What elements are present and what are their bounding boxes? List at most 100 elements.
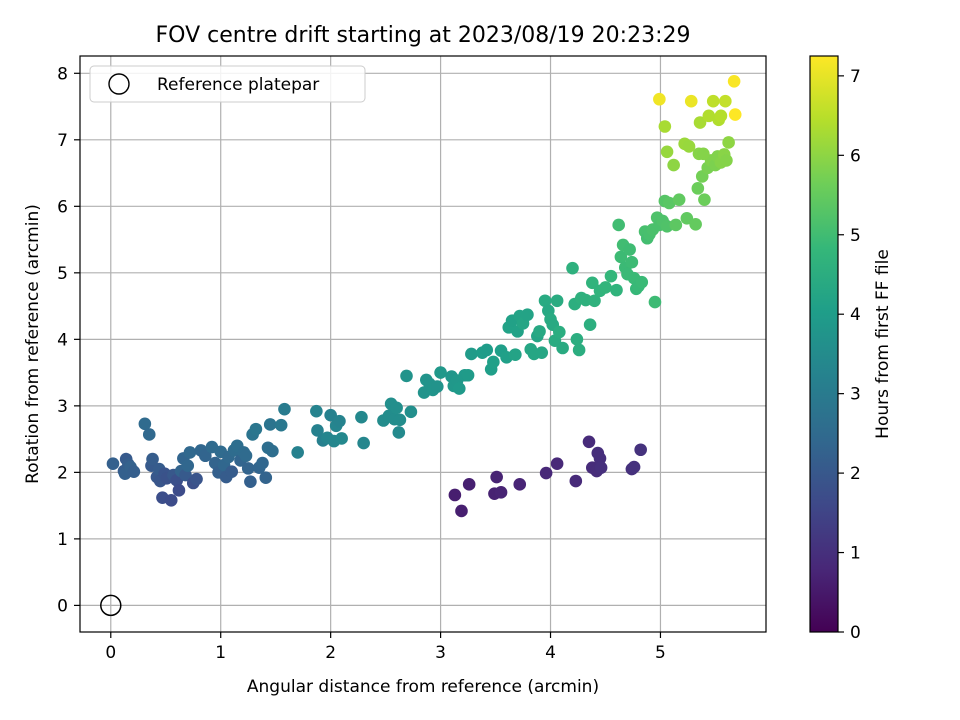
scatter-point [550,294,564,308]
scatter-point [698,193,711,206]
scatter-point [658,120,672,133]
scatter-point [702,109,716,123]
scatter-point [521,308,534,322]
scatter-point [586,276,599,290]
scatter-point [553,325,566,339]
scatter-point [610,283,623,297]
x-tick-label: 5 [655,643,666,663]
scatter-point [513,478,527,491]
scatter-point [239,449,253,463]
colorbar-tick-label: 4 [850,305,861,325]
scatter-point [691,182,705,195]
scatter-point [594,461,608,475]
scatter-point [333,414,346,428]
scatter-point [190,472,203,486]
x-axis-ticks: 0 1 2 3 4 5 [105,632,666,663]
scatter-point [720,154,733,167]
y-tick-label: 3 [57,397,68,417]
y-tick-label: 2 [57,463,68,483]
scatter-point [138,417,152,431]
scatter-point [672,193,686,206]
scatter-point [599,281,612,294]
scatter-point [106,457,120,471]
x-tick-label: 3 [435,643,446,663]
scatter-point [355,410,368,424]
scatter-point [199,449,212,463]
scatter-point [662,196,676,210]
legend-box [89,65,366,103]
scatter-point [278,402,291,416]
colorbar-tick-label: 7 [850,67,861,87]
scatter-point [588,294,601,308]
scatter-point [311,424,324,437]
scatter-point [667,158,680,172]
legend-entry-reference-platepar: Reference platepar [157,75,319,95]
grid [80,56,766,632]
scatter-point [653,92,666,106]
scatter-point [266,444,279,458]
scatter-point [635,275,649,289]
x-tick-label: 2 [325,643,336,663]
scatter-point [183,446,197,459]
scatter-point [582,435,596,449]
colorbar-tick-label: 1 [850,544,861,564]
scatter-point [550,457,564,471]
scatter-point [172,484,186,497]
y-tick-label: 4 [57,330,68,350]
scatter-point [728,108,742,121]
scatter-point [648,295,662,309]
scatter-point [706,94,720,108]
scatter-point [509,348,522,361]
legend-marker-circle [108,73,130,95]
scatter-point [259,471,273,484]
colorbar-frame [809,55,839,633]
scatter-point [291,446,304,459]
y-axis-label: Rotation from reference (arcmin) [23,204,43,484]
scatter-point [634,443,647,457]
scatter-point [256,456,269,470]
colorbar [810,56,838,632]
scatter-point [146,452,159,466]
scatter-point [452,382,466,395]
colorbar-tick-label: 3 [850,385,861,405]
colorbar-tick-label: 5 [850,226,861,246]
scatter-point [612,218,625,232]
chart-title: FOV centre drift starting at 2023/08/19 … [156,23,691,48]
scatter-point [324,408,337,422]
scatter-point [263,418,277,431]
plot-area-frame [79,55,767,633]
scatter-point [249,422,263,436]
scatter-point [400,369,413,383]
scatter-point [494,486,508,499]
scatter-point [680,211,694,225]
scatter-point [623,243,636,256]
scatter-point [390,401,403,415]
scatter-point [274,418,288,432]
y-tick-label: 1 [57,530,68,550]
scatter-point [462,478,476,491]
scatter-point [535,346,549,359]
scatter-point [533,325,546,338]
scatter-point [241,462,255,475]
scatter-point [455,504,468,518]
scatter-point [142,428,156,441]
scatter-point [465,347,478,361]
scatter-point [627,460,641,474]
y-tick-label: 5 [57,264,68,284]
scatter-point [310,404,323,418]
scatter-point [357,436,370,450]
y-tick-label: 8 [57,64,68,84]
legend: Reference platepar [89,65,366,103]
scatter-point [593,452,607,465]
scatter-point [404,405,418,419]
scatter-point [719,94,732,108]
scatter-point [556,341,569,355]
scatter-point [714,109,728,123]
scatter-point [693,116,707,129]
scatter-point [181,459,195,473]
x-tick-label: 4 [545,643,556,663]
scatter-point [625,255,639,269]
scatter-point [127,465,141,479]
reference-marker-layer [100,594,122,617]
scatter-point [539,466,553,480]
